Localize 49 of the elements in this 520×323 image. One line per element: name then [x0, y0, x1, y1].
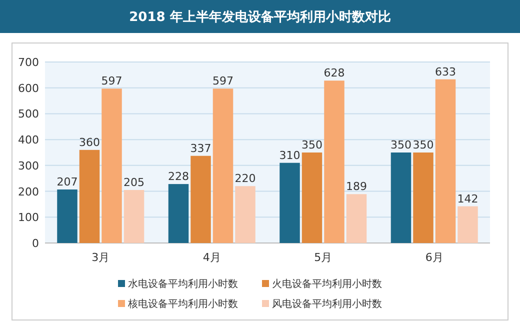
- data-label: 597: [212, 74, 234, 88]
- x-tick-label: 3月: [92, 251, 110, 264]
- bar: [324, 80, 344, 243]
- data-label: 633: [435, 65, 456, 78]
- legend-label: 水电设备平均利用小时数: [128, 278, 238, 290]
- y-tick-label: 100: [18, 211, 39, 224]
- bar: [280, 162, 300, 243]
- legend-label: 核电设备平均利用小时数: [127, 298, 238, 310]
- data-label: 350: [302, 138, 322, 152]
- chart-title: 2018 年上半年发电设备平均利用小时数对比: [129, 9, 391, 25]
- bar: [124, 190, 144, 243]
- x-tick-label: 6月: [425, 251, 444, 264]
- y-tick-label: 600: [18, 82, 39, 95]
- data-label: 310: [279, 148, 300, 162]
- bar: [168, 184, 189, 243]
- y-tick-label: 0: [32, 237, 39, 250]
- data-label: 350: [412, 138, 434, 152]
- y-tick-label: 400: [18, 134, 39, 147]
- bar: [235, 186, 256, 243]
- y-tick-label: 500: [18, 108, 39, 121]
- legend-label: 风电设备平均利用小时数: [272, 298, 382, 310]
- y-tick-label: 300: [18, 159, 39, 172]
- bar: [212, 88, 234, 243]
- data-label: 350: [390, 138, 412, 152]
- data-label: 205: [124, 176, 144, 189]
- data-label: 360: [79, 136, 100, 149]
- data-label: 337: [190, 142, 212, 155]
- bar: [102, 88, 122, 243]
- data-label: 597: [101, 74, 122, 88]
- data-label: 228: [168, 170, 189, 184]
- x-tick-label: 5月: [314, 251, 332, 264]
- x-tick-label: 4月: [202, 251, 221, 264]
- bar: [346, 194, 367, 243]
- bar: [57, 189, 78, 243]
- legend-label: 火电设备平均利用小时数: [272, 278, 382, 290]
- bar: [302, 152, 322, 243]
- bar: [79, 150, 100, 243]
- data-label: 628: [324, 66, 345, 80]
- bar: [190, 156, 211, 243]
- y-tick-label: 200: [18, 185, 39, 198]
- bar: [390, 152, 412, 243]
- bar: [435, 79, 456, 243]
- bar: [413, 152, 434, 243]
- data-label: 189: [346, 180, 367, 194]
- y-tick-label: 700: [18, 56, 39, 69]
- data-label: 142: [457, 192, 478, 206]
- bar: [458, 206, 478, 243]
- data-label: 207: [56, 175, 78, 188]
- data-label: 220: [234, 172, 256, 186]
